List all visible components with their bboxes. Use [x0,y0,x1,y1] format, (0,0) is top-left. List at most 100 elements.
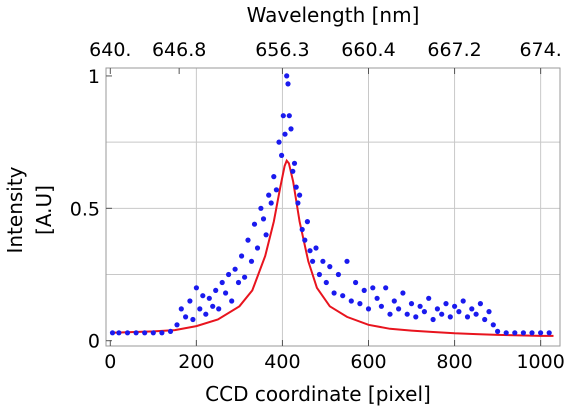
data-point [430,316,436,323]
data-point [248,258,255,264]
data-point [307,248,313,254]
data-point [187,298,193,304]
data-point [200,293,206,299]
data-point [456,309,462,315]
data-point [239,253,245,259]
data-point [434,306,440,312]
top-axis-title: Wavelength [nm] [247,3,420,27]
data-point [546,330,552,336]
top-tick-label: 667.2 [427,39,481,61]
data-point [210,303,216,309]
data-point [538,330,544,336]
data-point [232,266,238,272]
data-point [216,306,222,312]
x-tick-label: 600 [350,351,386,373]
data-point [396,306,402,312]
data-point [203,311,209,317]
data-point [273,187,279,193]
data-point [286,113,292,119]
data-point [150,330,156,336]
data-point [226,271,232,278]
data-points-layer [109,73,552,336]
data-point [109,330,116,336]
data-point [421,309,427,315]
x-tick-label: 0 [104,351,116,373]
y-axis-title-line-1: Intensity [3,166,27,253]
data-point [477,301,483,307]
data-point [245,237,251,243]
x-axis-title: CCD coordinate [pixel] [205,382,431,406]
data-point [235,279,242,286]
grid-lines [106,68,560,346]
data-point [304,219,310,225]
y-tick-label: 0.5 [70,198,100,220]
data-point [473,311,479,317]
data-point [452,303,458,309]
data-point [133,330,139,336]
data-point [387,311,393,317]
data-point [284,73,290,79]
data-point [263,232,269,238]
data-point [323,279,329,286]
data-point [378,303,384,309]
data-point [297,192,303,198]
data-point [310,258,316,264]
data-point [408,301,415,307]
data-point [374,295,380,301]
data-point [512,330,518,336]
data-point [282,131,288,137]
data-point [447,314,453,320]
data-point [404,311,410,317]
data-point [413,314,419,320]
data-point [291,160,298,166]
plot-frame [105,67,561,347]
data-point [529,330,535,336]
data-point [124,330,131,336]
data-point [486,309,492,315]
top-ticks: 640. 646.8 656.3 660.4 667.2 674. [89,39,562,74]
data-point [288,126,294,132]
data-point [400,290,406,296]
top-tick-label: 656.3 [255,39,309,61]
data-point [348,298,354,304]
x-tick-label: 1000 [516,351,564,373]
data-point [213,287,219,293]
data-point [193,285,199,291]
data-point [316,271,322,278]
data-point [443,301,449,307]
fit-curve [110,158,554,337]
data-point [260,216,267,222]
top-tick-label: 660.4 [341,39,395,61]
data-point [116,330,122,336]
data-point [299,226,305,233]
data-point [426,295,432,301]
data-point [295,200,301,206]
data-point [142,330,148,336]
data-point [353,279,359,286]
fit-curve-layer [110,158,554,337]
data-point [280,113,286,119]
data-point [495,328,501,334]
top-tick-label: 646.8 [152,39,206,61]
bottom-ticks: 0 200 400 600 800 1000 [104,340,565,373]
data-point [178,306,184,312]
y-axis-title-line-2: [A.U] [32,185,56,235]
data-point [335,271,341,278]
data-point [469,306,475,312]
data-point [391,298,397,304]
data-point [361,287,367,293]
data-point [242,274,248,280]
data-point [219,279,225,286]
data-point [482,316,488,323]
data-point [439,311,445,317]
data-point [197,306,203,312]
data-point [258,205,264,211]
top-tick-label: 640. [89,39,131,61]
data-point [313,245,319,251]
data-point [279,152,285,158]
data-point [285,81,291,87]
data-point [383,285,389,291]
data-point [293,184,299,190]
data-point [370,285,376,291]
data-point [183,314,189,320]
